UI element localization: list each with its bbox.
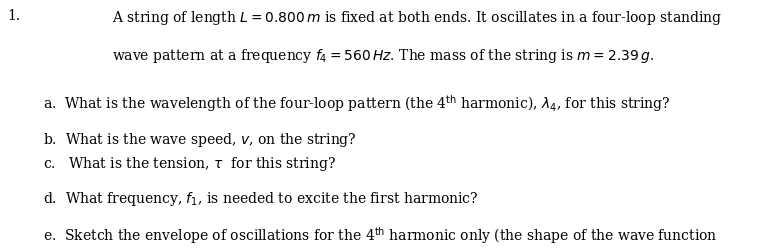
Text: e.  Sketch the envelope of oscillations for the 4$^{\rm th}$ harmonic only (the : e. Sketch the envelope of oscillations f… (43, 226, 717, 246)
Text: wave pattern at a frequency $f_4 = 560\,Hz$. The mass of the string is $m=2.39\,: wave pattern at a frequency $f_4 = 560\,… (112, 47, 654, 65)
Text: d.  What frequency, $f_1$, is needed to excite the first harmonic?: d. What frequency, $f_1$, is needed to e… (43, 190, 478, 208)
Text: b.  What is the wave speed, $v$, on the string?: b. What is the wave speed, $v$, on the s… (43, 131, 356, 149)
Text: a.  What is the wavelength of the four-loop pattern (the 4$^{\rm th}$ harmonic),: a. What is the wavelength of the four-lo… (43, 93, 670, 114)
Text: c.   What is the tension, $\tau$  for this string?: c. What is the tension, $\tau$ for this … (43, 155, 336, 173)
Text: A string of length $L=0.800\,m$ is fixed at both ends. It oscillates in a four-l: A string of length $L=0.800\,m$ is fixed… (112, 9, 723, 27)
Text: 1.: 1. (8, 9, 21, 23)
